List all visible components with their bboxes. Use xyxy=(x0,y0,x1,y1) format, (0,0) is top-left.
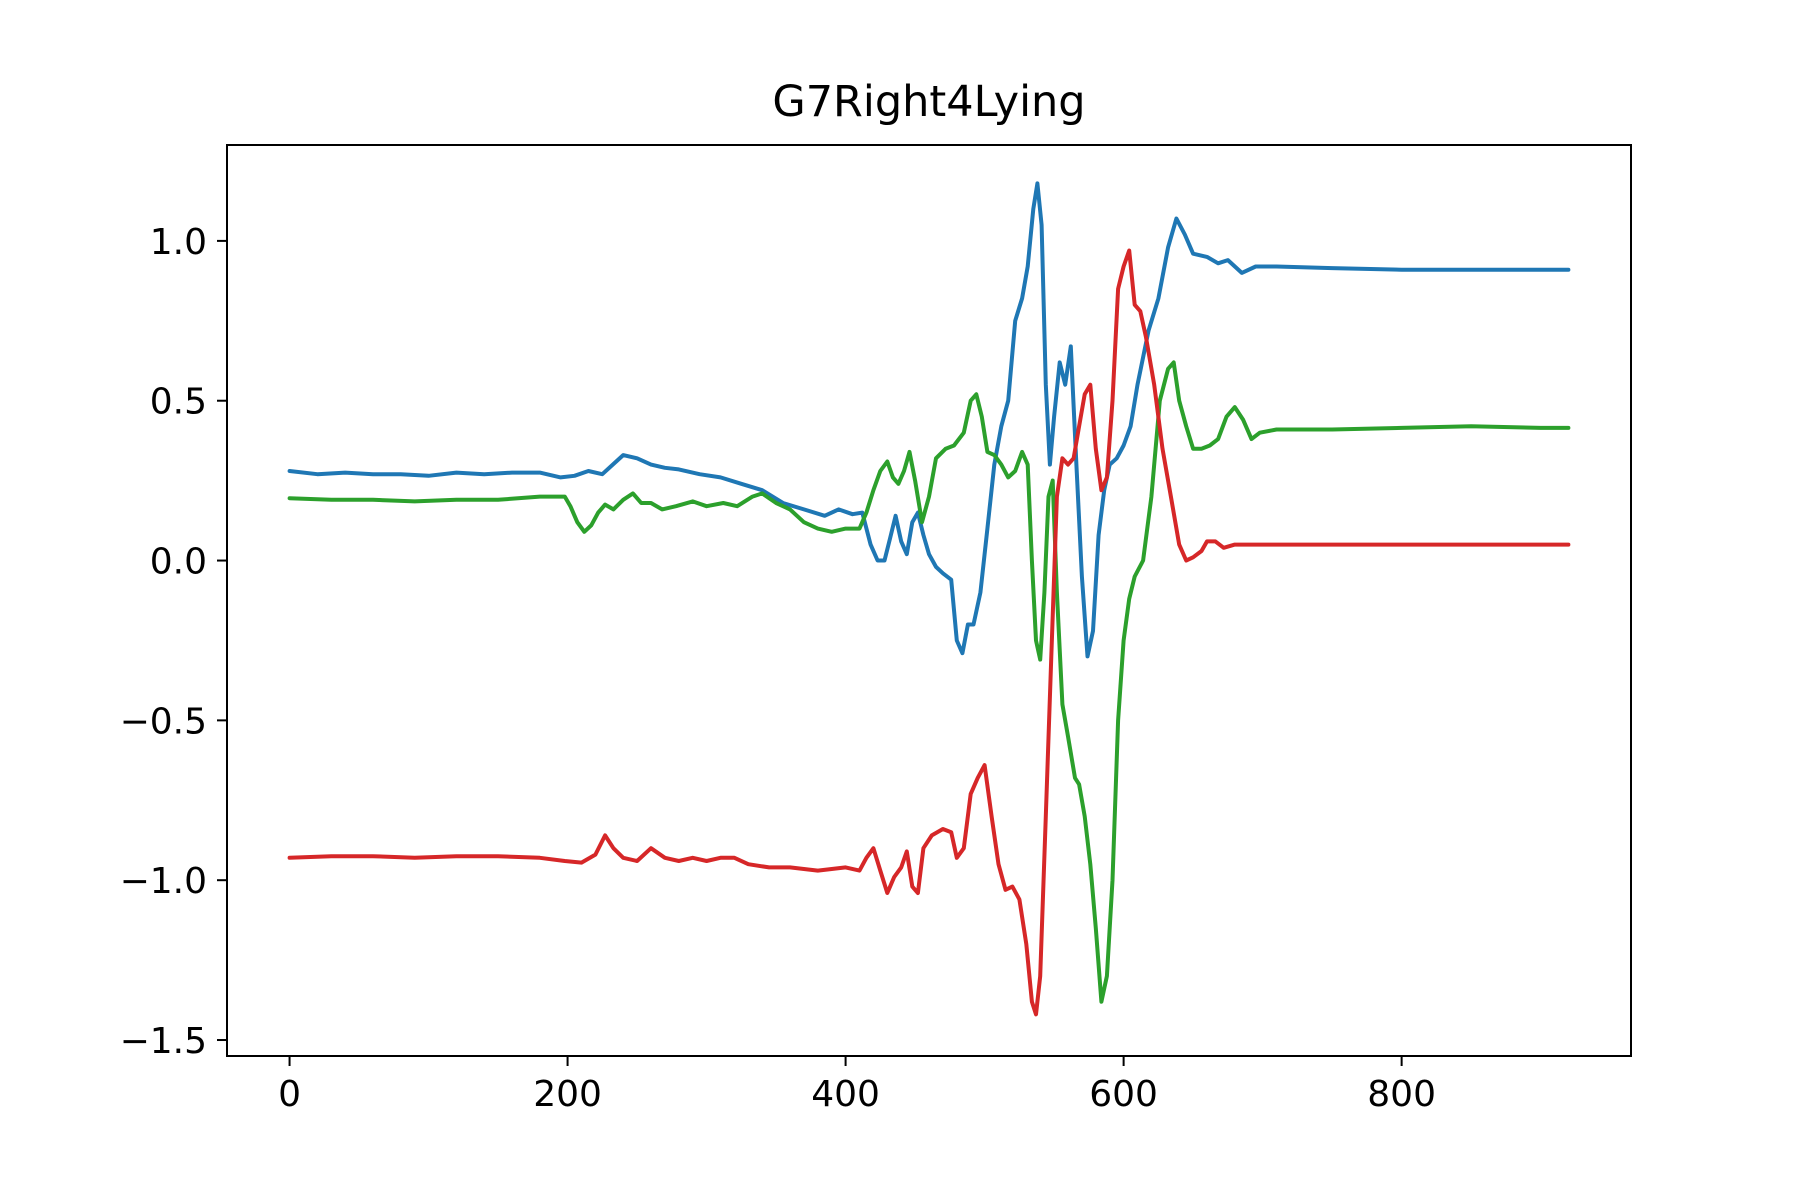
y-tick-label: −0.5 xyxy=(120,701,207,742)
x-tick-label: 600 xyxy=(1089,1074,1158,1115)
y-axis: 1.0 0.5 0.0 −0.5 −1.0 −1.5 xyxy=(120,222,227,1062)
series-line-1 xyxy=(287,181,1571,659)
y-tick-label: −1.0 xyxy=(120,861,207,902)
y-tick-label: 0.5 xyxy=(150,382,207,423)
chart-title: G7Right4Lying xyxy=(772,77,1085,127)
x-axis: 0 200 400 600 800 xyxy=(278,1056,1436,1115)
x-tick-label: 400 xyxy=(811,1074,880,1115)
y-tick-label: 1.0 xyxy=(150,222,207,263)
series-line-3 xyxy=(287,248,1571,1017)
x-tick-label: 0 xyxy=(278,1074,301,1115)
series-layer xyxy=(287,181,1571,1017)
x-tick-label: 200 xyxy=(533,1074,602,1115)
plot-frame xyxy=(226,144,1632,1057)
series-line-2 xyxy=(287,360,1571,1004)
y-tick-label: −1.5 xyxy=(120,1021,207,1062)
x-tick-label: 800 xyxy=(1367,1074,1436,1115)
y-tick-label: 0.0 xyxy=(150,542,207,583)
